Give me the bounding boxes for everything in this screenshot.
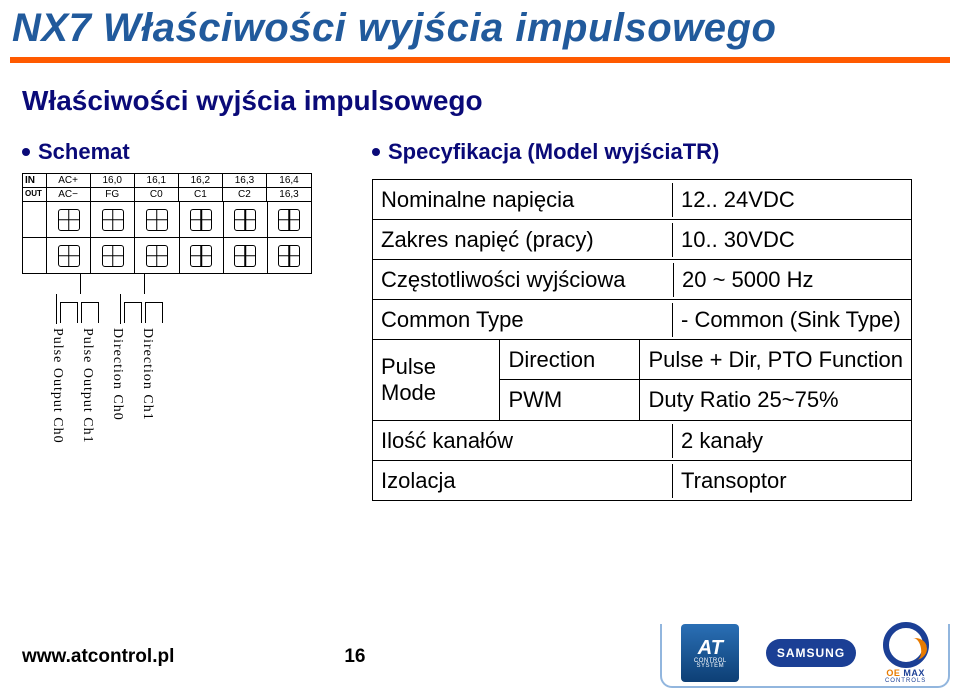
schematic-heading-text: Schemat (38, 139, 130, 164)
screw-icon (146, 209, 168, 231)
table-row: Zakres napięć (pracy) 10.. 30VDC (373, 220, 911, 260)
spec-label: Ilość kanałów (373, 424, 673, 458)
title-underline (10, 57, 950, 63)
spec-label: Izolacja (373, 464, 673, 498)
row-label-in: IN (23, 174, 47, 187)
terminal-schematic: IN AC+ 16,0 16,1 16,2 16,3 16,4 OUT AC− … (22, 173, 312, 274)
schematic-heading: Schemat (22, 139, 332, 165)
at-control-logo-icon: AT CONTROL SYSTEM (681, 624, 739, 682)
terminal-label: C2 (223, 188, 267, 201)
screw-icon (190, 209, 212, 231)
spec-value: Pulse + Dir, PTO Function (640, 340, 911, 379)
terminal-label: 16,2 (179, 174, 223, 187)
terminal-label: AC+ (47, 174, 91, 187)
bullet-icon (372, 148, 380, 156)
logo-text: SYSTEM (696, 663, 724, 669)
vlabel-dir-ch0: Direction Ch0 (109, 328, 125, 421)
bullet-icon (22, 148, 30, 156)
spec-heading-text: Specyfikacja (Model wyjściaTR) (388, 139, 719, 164)
screw-icon (278, 209, 300, 231)
page-title: NX7 Właściwości wyjścia impulsowego (12, 6, 948, 51)
screw-icon (190, 245, 212, 267)
terminal-label: C1 (179, 188, 223, 201)
terminal-row-top: IN AC+ 16,0 16,1 16,2 16,3 16,4 (22, 173, 312, 188)
screw-icon (234, 245, 256, 267)
page-subtitle: Właściwości wyjścia impulsowego (22, 85, 960, 117)
spec-value: 20 ~ 5000 Hz (673, 263, 911, 297)
spec-heading: Specyfikacja (Model wyjściaTR) (372, 139, 938, 165)
screw-icon (278, 245, 300, 267)
pulse-waveforms (56, 294, 332, 324)
spec-label: Częstotliwości wyjściowa (373, 263, 673, 297)
spec-label: Zakres napięć (pracy) (373, 223, 673, 257)
table-row: Częstotliwości wyjściowa 20 ~ 5000 Hz (373, 260, 911, 300)
spec-table: Nominalne napięcia 12.. 24VDC Zakres nap… (372, 179, 912, 501)
screw-icon (58, 245, 80, 267)
logo-text: OE OE MAXMAX (886, 668, 925, 678)
spec-value: Transoptor (673, 464, 911, 498)
screw-icon (102, 209, 124, 231)
spec-sublabel: Direction (500, 340, 640, 379)
screw-icon (58, 209, 80, 231)
logo-text: SAMSUNG (766, 639, 856, 667)
page-number: 16 (344, 646, 365, 668)
spec-value: 12.. 24VDC (673, 183, 911, 217)
vlabel-pulse-ch1: Pulse Output Ch1 (79, 328, 95, 444)
spec-label: Pulse Mode (373, 340, 500, 420)
samsung-logo-icon: SAMSUNG (766, 639, 856, 667)
footer-url: www.atcontrol.pl (22, 646, 174, 668)
oemax-logo-icon: OE OE MAXMAX CONTROLS (883, 622, 929, 684)
screw-icon (102, 245, 124, 267)
table-row: Common Type - Common (Sink Type) (373, 300, 911, 340)
table-row: Nominalne napięcia 12.. 24VDC (373, 180, 911, 220)
terminal-label: AC− (47, 188, 91, 201)
screw-icon (234, 209, 256, 231)
logo-text: AT (698, 637, 723, 660)
pulse-wave-icon (120, 294, 166, 324)
terminal-label: C0 (135, 188, 179, 201)
row-label-out: OUT (23, 188, 47, 201)
spec-value: 2 kanały (673, 424, 911, 458)
terminal-label: 16,3 (223, 174, 267, 187)
screw-row-top (22, 202, 312, 238)
spec-label: Nominalne napięcia (373, 183, 673, 217)
spec-value: 10.. 30VDC (673, 223, 911, 257)
terminal-label: 16,0 (91, 174, 135, 187)
table-row: Ilość kanałów 2 kanały (373, 421, 911, 461)
vertical-labels: Pulse Output Ch0 Pulse Output Ch1 Direct… (42, 328, 332, 444)
spec-label: Common Type (373, 303, 673, 337)
screw-row-bottom (22, 238, 312, 274)
terminal-label: 16,4 (267, 174, 311, 187)
footer: www.atcontrol.pl 16 AT CONTROL SYSTEM SA… (0, 624, 960, 690)
pulse-wave-icon (56, 294, 102, 324)
vlabel-dir-ch1: Direction Ch1 (139, 328, 155, 421)
spec-sublabel: PWM (500, 380, 640, 420)
table-row: Izolacja Transoptor (373, 461, 911, 501)
logo-text: CONTROLS (885, 678, 926, 684)
vlabel-pulse-ch0: Pulse Output Ch0 (49, 328, 65, 444)
terminal-row-bottom: OUT AC− FG C0 C1 C2 16,3 (22, 188, 312, 202)
screw-icon (146, 245, 168, 267)
spec-value: - Common (Sink Type) (673, 303, 911, 337)
terminal-label: FG (91, 188, 135, 201)
terminal-label: 16,3 (267, 188, 311, 201)
table-row-pulsemode: Pulse Mode Direction Pulse + Dir, PTO Fu… (373, 340, 911, 421)
footer-logos: AT CONTROL SYSTEM SAMSUNG OE OE MAXMAX C… (660, 624, 950, 688)
terminal-label: 16,1 (135, 174, 179, 187)
spec-value: Duty Ratio 25~75% (640, 380, 911, 420)
